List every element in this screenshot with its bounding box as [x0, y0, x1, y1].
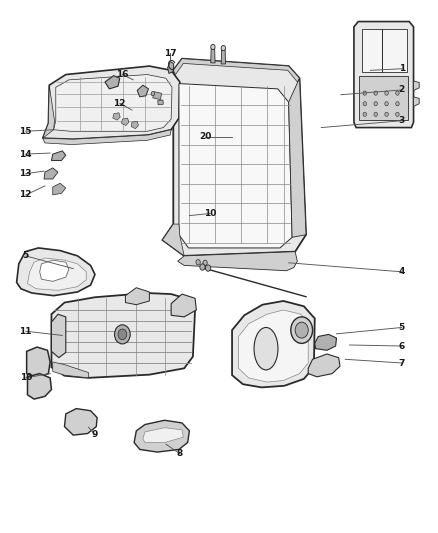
- Circle shape: [363, 102, 367, 106]
- Polygon shape: [64, 409, 97, 435]
- Circle shape: [205, 265, 211, 271]
- Circle shape: [385, 102, 389, 106]
- Polygon shape: [17, 248, 95, 296]
- Polygon shape: [51, 293, 195, 378]
- Polygon shape: [113, 113, 120, 120]
- Polygon shape: [308, 354, 340, 377]
- Circle shape: [55, 189, 59, 193]
- Text: 6: 6: [399, 342, 405, 351]
- Polygon shape: [51, 314, 66, 358]
- Circle shape: [295, 322, 308, 338]
- Polygon shape: [51, 151, 66, 160]
- Text: 5: 5: [399, 323, 405, 332]
- Text: 2: 2: [399, 85, 405, 94]
- Text: 1: 1: [399, 64, 405, 73]
- Text: 13: 13: [20, 169, 32, 178]
- Circle shape: [203, 260, 207, 265]
- Circle shape: [151, 92, 155, 96]
- Text: 11: 11: [20, 327, 32, 336]
- Circle shape: [396, 91, 399, 95]
- Circle shape: [385, 91, 389, 95]
- Polygon shape: [162, 224, 184, 256]
- Polygon shape: [211, 48, 215, 63]
- Bar: [153, 92, 162, 100]
- Polygon shape: [143, 427, 184, 442]
- Polygon shape: [137, 85, 148, 97]
- Polygon shape: [43, 130, 171, 144]
- Polygon shape: [131, 121, 138, 128]
- Text: 14: 14: [19, 150, 32, 159]
- Circle shape: [363, 112, 367, 116]
- Circle shape: [196, 260, 200, 265]
- Polygon shape: [44, 168, 58, 179]
- Text: 17: 17: [164, 49, 177, 58]
- Polygon shape: [354, 21, 413, 127]
- Polygon shape: [134, 420, 189, 452]
- Polygon shape: [232, 301, 315, 387]
- Text: 12: 12: [113, 99, 126, 108]
- Polygon shape: [28, 258, 86, 290]
- Text: 8: 8: [177, 449, 183, 458]
- Polygon shape: [359, 76, 408, 119]
- Polygon shape: [53, 362, 88, 378]
- Polygon shape: [179, 84, 292, 248]
- Text: 12: 12: [20, 190, 32, 199]
- Bar: [158, 100, 163, 105]
- Polygon shape: [315, 334, 336, 350]
- Polygon shape: [121, 118, 129, 125]
- Circle shape: [118, 329, 127, 340]
- Polygon shape: [413, 97, 419, 107]
- Polygon shape: [53, 183, 66, 195]
- Polygon shape: [173, 59, 300, 82]
- Text: 20: 20: [199, 132, 211, 141]
- Circle shape: [200, 264, 205, 270]
- Polygon shape: [162, 59, 306, 256]
- Polygon shape: [105, 76, 120, 89]
- Polygon shape: [28, 374, 51, 399]
- Text: 16: 16: [116, 70, 129, 79]
- Text: 9: 9: [92, 430, 98, 439]
- Text: 7: 7: [399, 359, 405, 367]
- Ellipse shape: [254, 327, 278, 370]
- Polygon shape: [171, 294, 196, 317]
- Text: 10: 10: [204, 209, 216, 218]
- Polygon shape: [221, 49, 226, 64]
- Polygon shape: [27, 347, 50, 378]
- Circle shape: [385, 112, 389, 116]
- Text: 4: 4: [399, 268, 405, 276]
- Polygon shape: [40, 260, 69, 281]
- Circle shape: [363, 91, 367, 95]
- Circle shape: [374, 91, 378, 95]
- Circle shape: [374, 112, 378, 116]
- Text: 15: 15: [20, 127, 32, 136]
- Circle shape: [374, 102, 378, 106]
- Text: 5: 5: [23, 252, 29, 261]
- Polygon shape: [53, 75, 172, 131]
- Circle shape: [396, 112, 399, 116]
- Polygon shape: [362, 29, 407, 72]
- Polygon shape: [413, 81, 419, 91]
- Circle shape: [396, 102, 399, 106]
- Polygon shape: [239, 310, 308, 382]
- Polygon shape: [43, 85, 54, 138]
- Polygon shape: [168, 61, 174, 74]
- Polygon shape: [178, 252, 297, 271]
- Circle shape: [115, 325, 130, 344]
- Polygon shape: [125, 288, 149, 305]
- Polygon shape: [43, 66, 180, 139]
- Circle shape: [211, 44, 215, 50]
- Circle shape: [221, 45, 226, 51]
- Text: 3: 3: [399, 116, 405, 125]
- Text: 10: 10: [20, 373, 32, 382]
- Polygon shape: [289, 78, 306, 237]
- Circle shape: [291, 317, 313, 343]
